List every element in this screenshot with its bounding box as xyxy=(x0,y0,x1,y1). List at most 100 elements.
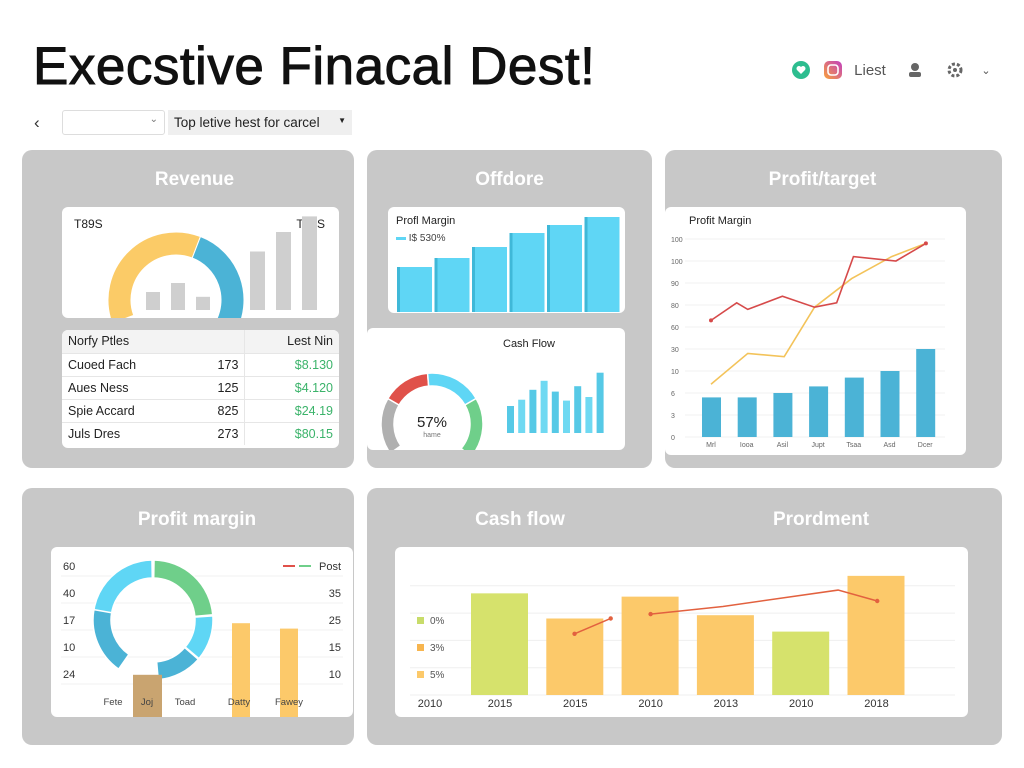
line-point xyxy=(923,241,928,246)
left-tick-label: 10 xyxy=(63,642,75,654)
revenue-card: T89S T86S xyxy=(62,207,339,318)
bar xyxy=(507,406,514,433)
y-tick-label: 100 xyxy=(671,237,683,244)
y-tick-label: 0 xyxy=(671,435,675,442)
y-tick-label: 3 xyxy=(671,413,675,420)
right-tick-label: 25 xyxy=(329,615,341,627)
table-row: Juls Dres 273 $80.15 xyxy=(62,421,339,445)
x-tick-label: Asd xyxy=(883,442,895,449)
trend-point xyxy=(608,616,613,621)
bar xyxy=(302,216,317,310)
report-dropdown-label: Top letive hest for carcel xyxy=(174,115,320,130)
profit-target-title: Profit/target xyxy=(768,169,877,190)
bar xyxy=(809,386,829,437)
y-tick-label: 90 xyxy=(671,281,679,288)
row-amount: $24.19 xyxy=(244,398,339,422)
legend-label: 0% xyxy=(430,616,445,627)
revenue-title: Revenue xyxy=(154,169,235,190)
bar-edge xyxy=(509,233,513,312)
table-header: Lest Nin xyxy=(244,330,339,353)
row-count: 273 xyxy=(191,421,245,445)
bar xyxy=(585,397,593,433)
cash-flow-card: 0% 3% 5% 2010 2015 2015 2010 2013 2010 2018 xyxy=(395,547,968,717)
legend-swatch xyxy=(417,671,424,678)
bar xyxy=(518,399,526,433)
row-name: Juls Dres xyxy=(62,421,192,445)
row-count: 825 xyxy=(191,398,245,422)
row-count: 173 xyxy=(191,352,245,376)
chevron-down-icon[interactable]: ⌄ xyxy=(981,64,991,77)
x-tick-label: Datty xyxy=(228,697,250,708)
gauge-value: 57% xyxy=(416,414,448,431)
page-title: Execstive Finacal Dest! xyxy=(32,37,596,97)
gauge-segment xyxy=(460,397,484,450)
back-button[interactable]: ‹ xyxy=(34,113,40,132)
legend-label: 5% xyxy=(430,670,445,681)
gauge-segment xyxy=(386,372,430,407)
gear-icon[interactable] xyxy=(945,60,965,80)
x-tick-label: Iooa xyxy=(740,442,754,449)
bar xyxy=(880,371,900,437)
profit-margin-chart: 60 40 17 10 24 35 25 15 10 Post Fete Joj Toad Datty Fa… xyxy=(61,559,343,717)
table-header xyxy=(191,330,245,353)
gauge-chart xyxy=(380,372,604,450)
bar xyxy=(232,623,250,717)
instagram-icon[interactable] xyxy=(822,60,844,80)
bar xyxy=(250,251,265,310)
x-tick-label: Asil xyxy=(777,442,789,449)
trend-point xyxy=(648,611,653,617)
red-line xyxy=(710,242,927,322)
trend-point xyxy=(875,598,880,604)
user-icon[interactable] xyxy=(905,60,925,80)
x-tick-label: 2013 xyxy=(714,698,738,710)
row-amount: $8.130 xyxy=(244,352,339,376)
row-name: Aues Ness xyxy=(62,375,192,399)
x-tick-label: Mrl xyxy=(706,442,716,449)
bar xyxy=(547,225,582,312)
x-tick-label: 2018 xyxy=(864,698,888,710)
offdore-title: Offdore xyxy=(475,169,544,190)
legend-swatch xyxy=(417,644,424,651)
y-tick-label: 100 xyxy=(671,259,683,266)
trend-line xyxy=(650,589,878,615)
user-menu-label[interactable]: Liest xyxy=(854,61,886,79)
gauge-segment xyxy=(191,235,245,318)
bar xyxy=(276,232,291,310)
bar xyxy=(171,283,185,310)
x-tick-label: 2010 xyxy=(789,698,813,710)
row-amount: $80.15 xyxy=(244,421,339,445)
filter-select[interactable]: ⌄ xyxy=(62,110,165,135)
offdore-card: Profl Margin I$ 530% xyxy=(388,207,625,313)
profit-target-card: Profit Margin 100 100 90 80 60 30 10 6 3 0 Mrl Iooa… xyxy=(665,207,966,455)
right-tick-label: 15 xyxy=(329,642,341,654)
offdore-chart-title: Profl Margin xyxy=(396,215,456,227)
left-tick-label: 24 xyxy=(63,669,75,681)
x-tick-label: Jupt xyxy=(811,442,824,449)
cashflow-mini-card: 57% hame Cash Flow xyxy=(367,328,625,450)
legend-swatch xyxy=(396,236,406,240)
left-tick-label: 17 xyxy=(63,615,75,627)
heart-icon[interactable] xyxy=(790,60,812,80)
x-tick-label: 2015 xyxy=(563,698,587,710)
right-tick-label: 10 xyxy=(329,669,341,681)
x-tick-label: Joj xyxy=(141,697,153,708)
bar-edge xyxy=(397,267,400,312)
x-tick-label: 2010 xyxy=(638,698,662,710)
bar xyxy=(916,349,936,437)
bar xyxy=(737,397,757,437)
report-dropdown[interactable]: Top letive hest for carcel ▼ xyxy=(168,110,352,135)
row-amount: $4.120 xyxy=(244,375,339,399)
bar xyxy=(471,593,528,695)
x-tick-label: 2015 xyxy=(488,698,512,710)
left-tick-label: 60 xyxy=(63,561,75,573)
donut-segment xyxy=(152,559,214,618)
profit-margin-card: 60 40 17 10 24 35 25 15 10 Post Fete Joj Toad Datty Fa… xyxy=(51,547,353,717)
profit-target-chart-title: Profit Margin xyxy=(689,215,752,227)
offdore-legend: I$ 530% xyxy=(396,233,445,244)
bar xyxy=(397,267,432,312)
y-tick-label: 30 xyxy=(671,347,679,354)
bar xyxy=(146,292,160,310)
revenue-table: Norfy Ptles Lest Nin Cuoed Fach 173 $8.130 A… xyxy=(62,330,339,448)
bar-edge xyxy=(584,217,588,312)
